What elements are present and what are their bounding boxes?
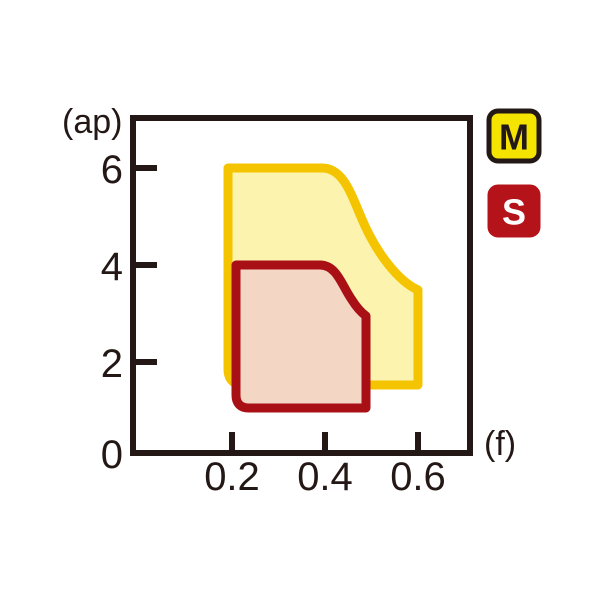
y-axis-label: (ap) (62, 103, 122, 141)
legend-item-m[interactable]: M (486, 108, 542, 164)
legend-label-m: M (499, 117, 529, 158)
plot-frame (130, 115, 473, 456)
legend-label-s: S (502, 192, 526, 233)
x-tick-label-0.4: 0.4 (297, 455, 353, 499)
region-series-s (231, 260, 371, 413)
legend-swatch-m (486, 108, 542, 164)
y-tick-label-4: 4 (101, 245, 123, 289)
y-tick-label-0: 0 (101, 433, 123, 477)
y-tick-label-6: 6 (101, 148, 123, 192)
x-axis-label: (f) (484, 425, 516, 463)
legend-item-s[interactable]: S (487, 184, 541, 238)
x-tick-label-0.6: 0.6 (390, 455, 446, 499)
y-axis-ticks (133, 165, 157, 365)
x-tick-label-0.2: 0.2 (204, 455, 260, 499)
y-tick-label-2: 2 (101, 342, 123, 386)
x-axis-ticks (229, 432, 421, 453)
legend-swatch-s (487, 184, 541, 238)
